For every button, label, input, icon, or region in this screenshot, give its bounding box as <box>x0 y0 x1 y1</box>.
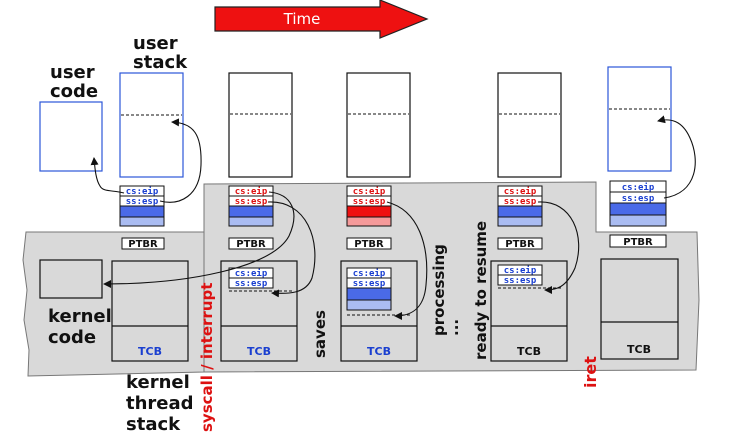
tcb-3: cs:eip ss:esp TCB <box>340 260 418 362</box>
cs-eip-1: cs:eip <box>126 186 159 197</box>
ss-esp-1: ss:esp <box>126 197 159 207</box>
user-stack-box-1 <box>119 72 184 178</box>
tcb-label-5: TCB <box>627 343 651 356</box>
ss-esp-4: ss:esp <box>504 197 537 207</box>
processing-ellipsis: ... <box>444 319 462 336</box>
tcb2-cs-eip: cs:eip <box>235 268 268 279</box>
frame-2: cs:eip ss:esp <box>228 185 274 227</box>
user-stack-box-2 <box>228 72 293 178</box>
arrow-ss-esp-to-tcb3 <box>386 201 428 320</box>
kernel-code-label-1: kernel <box>48 306 112 327</box>
ss-esp-2: ss:esp <box>235 197 268 207</box>
ready-to-resume-label: ready to resume <box>472 221 490 360</box>
tcb-label-2: TCB <box>247 345 271 358</box>
connector-arrows <box>90 115 696 320</box>
ptbr-box-5 <box>609 234 667 248</box>
cs-eip-3: cs:eip <box>353 186 386 197</box>
tcb-2: cs:eip ss:esp TCB <box>220 260 298 362</box>
user-stack-box-5 <box>607 66 672 172</box>
ptbr-group: PTBR PTBR PTBR PTBR PTBR <box>121 234 667 250</box>
kernel-region-right <box>203 181 700 373</box>
saves-label: saves <box>311 310 329 358</box>
user-code-box <box>39 101 103 172</box>
arrow-ss-esp-to-user-stack <box>159 118 202 203</box>
cs-eip-4: cs:eip <box>504 186 537 197</box>
tcb-4: cs:eip ss:esp TCB <box>490 260 568 362</box>
frame-3: cs:eip ss:esp <box>346 185 392 227</box>
cs-eip-2: cs:eip <box>235 186 268 197</box>
ptbr-box-2 <box>228 237 274 250</box>
arrow-cs-eip-to-kernel-code <box>103 191 295 288</box>
tcb4-ss-esp: ss:esp <box>504 276 537 286</box>
cs-eip-5: cs:eip <box>622 182 655 193</box>
user-stack-box-3 <box>346 72 411 178</box>
ptbr-box-4 <box>497 237 543 250</box>
arrow-ss-esp-to-tcb4 <box>537 201 580 294</box>
tcb3-ss-esp: ss:esp <box>353 279 386 289</box>
kernel-thread-stack-label-2: thread <box>126 393 194 414</box>
tcb-label-4: TCB <box>517 345 541 358</box>
user-code-label-1: user <box>50 62 95 83</box>
tcb-1: TCB <box>111 260 189 362</box>
time-arrow: Time <box>214 0 429 39</box>
kernel-code-box <box>39 259 103 299</box>
frame-1: cs:eip ss:esp <box>119 185 165 227</box>
time-label: Time <box>283 10 321 28</box>
ptbr-label-2: PTBR <box>236 239 266 250</box>
user-stack-label-2: stack <box>133 52 188 73</box>
frame-5: cs:eip ss:esp <box>609 180 667 227</box>
ptbr-label-3: PTBR <box>354 239 384 250</box>
tcb-5: TCB <box>600 258 679 360</box>
ss-esp-3: ss:esp <box>353 197 386 207</box>
user-stack-label-1: user <box>133 33 178 54</box>
kernel-thread-stack-label-3: stack <box>126 414 181 434</box>
ss-esp-5: ss:esp <box>622 194 655 204</box>
syscall-interrupt-label: syscall / interrupt <box>198 283 216 432</box>
tcb2-ss-esp: ss:esp <box>235 279 268 289</box>
tcb-label-3: TCB <box>367 345 391 358</box>
ptbr-box-1 <box>121 237 165 250</box>
kernel-code-label-2: code <box>48 327 96 348</box>
frame-4: cs:eip ss:esp <box>497 185 543 227</box>
tcb4-cs-eip: cs:eip <box>504 265 537 276</box>
iret-label: iret <box>581 356 600 388</box>
kernel-thread-stack-label-1: kernel <box>126 372 190 393</box>
arrow-ss-esp-to-user-stack-5 <box>657 115 696 199</box>
arrow-ss-esp-to-tcb2 <box>267 201 316 298</box>
tcb3-cs-eip: cs:eip <box>353 268 386 279</box>
ptbr-label-4: PTBR <box>505 239 535 250</box>
ptbr-label-5: PTBR <box>623 237 653 248</box>
user-stack-box-4 <box>497 72 562 178</box>
processing-label: processing <box>430 244 448 336</box>
user-code-label-2: code <box>50 81 98 102</box>
arrow-cs-eip-to-user-code <box>90 157 125 194</box>
tcb-label-1: TCB <box>138 345 162 358</box>
ptbr-label-1: PTBR <box>128 239 158 250</box>
ptbr-box-3 <box>346 237 392 250</box>
